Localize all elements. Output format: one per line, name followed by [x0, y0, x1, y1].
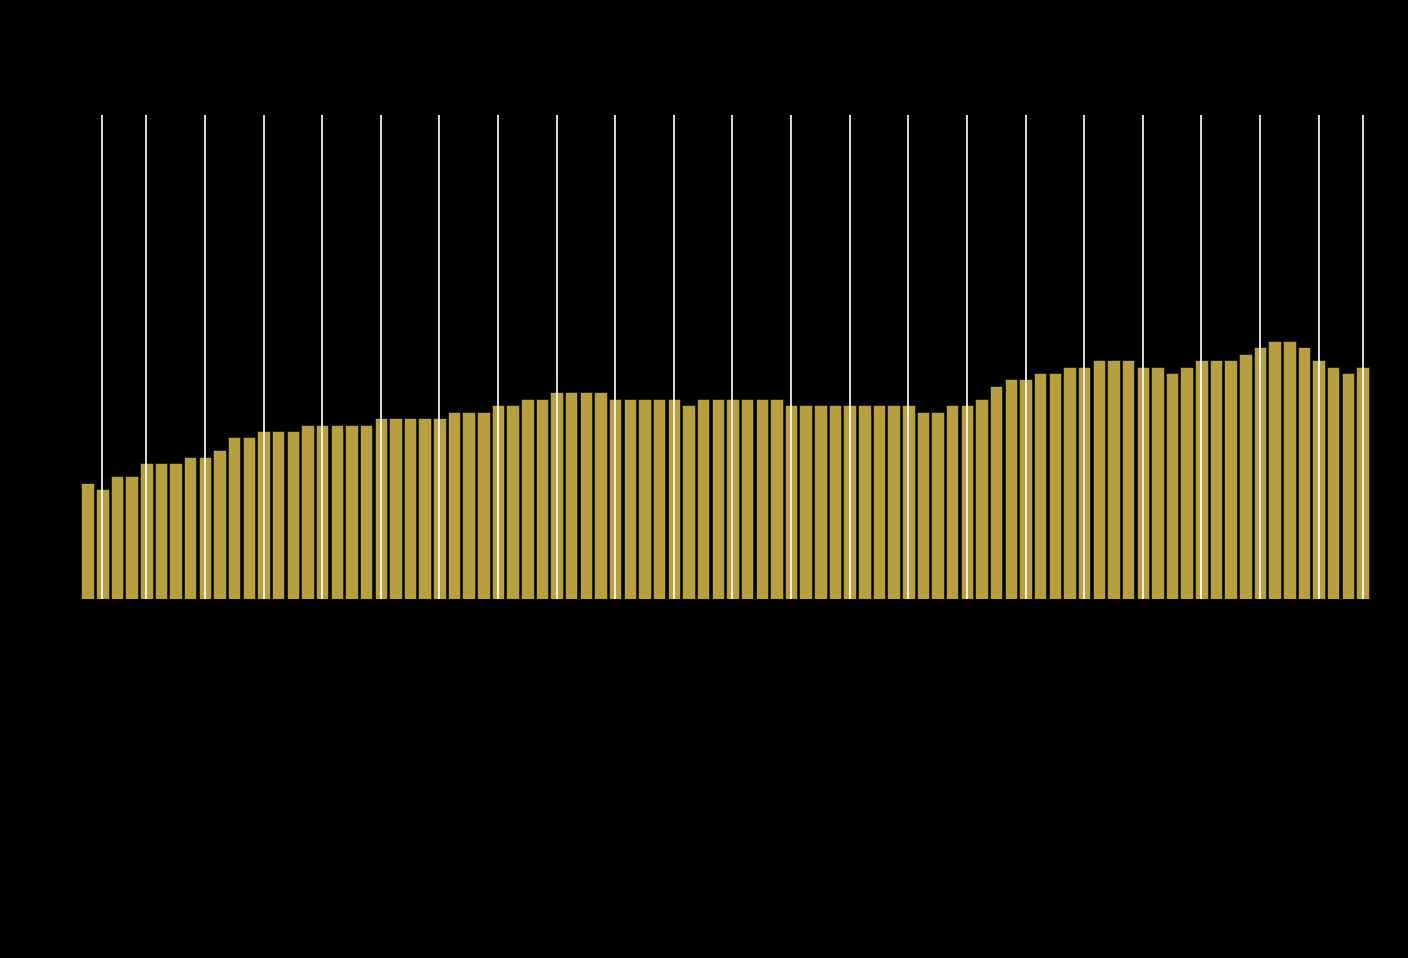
Bar — [111, 476, 124, 599]
Bar — [199, 457, 211, 599]
Bar — [404, 418, 417, 599]
Bar — [139, 464, 152, 599]
Bar — [315, 424, 328, 599]
Bar — [551, 393, 563, 599]
Bar — [1136, 367, 1149, 599]
Bar — [96, 490, 108, 599]
Bar — [843, 405, 856, 599]
Bar — [770, 399, 783, 599]
Bar — [594, 393, 607, 599]
Bar — [857, 405, 870, 599]
Bar — [331, 424, 344, 599]
Bar — [1225, 360, 1236, 599]
Bar — [434, 418, 445, 599]
Bar — [727, 399, 739, 599]
Bar — [184, 457, 197, 599]
Bar — [535, 399, 548, 599]
Bar — [375, 418, 387, 599]
Bar — [521, 399, 534, 599]
Bar — [228, 438, 241, 599]
Bar — [477, 412, 490, 599]
Bar — [1209, 360, 1222, 599]
Bar — [491, 405, 504, 599]
Bar — [448, 412, 460, 599]
Bar — [873, 405, 886, 599]
Bar — [1326, 367, 1339, 599]
Bar — [976, 399, 988, 599]
Bar — [1033, 373, 1046, 599]
Bar — [1079, 367, 1090, 599]
Bar — [741, 399, 753, 599]
Bar — [1093, 360, 1105, 599]
Bar — [931, 412, 943, 599]
Bar — [1005, 379, 1017, 599]
Bar — [683, 405, 694, 599]
Bar — [389, 418, 401, 599]
Bar — [1195, 360, 1208, 599]
Bar — [1063, 367, 1076, 599]
Bar — [756, 399, 767, 599]
Bar — [1019, 379, 1032, 599]
Bar — [1166, 373, 1178, 599]
Bar — [214, 450, 225, 599]
Bar — [800, 405, 812, 599]
Bar — [580, 393, 593, 599]
Bar — [287, 431, 298, 599]
Bar — [1312, 360, 1325, 599]
Bar — [272, 431, 284, 599]
Bar — [1283, 341, 1295, 599]
Bar — [711, 399, 724, 599]
Bar — [242, 438, 255, 599]
Bar — [946, 405, 959, 599]
Bar — [1269, 341, 1281, 599]
Bar — [418, 418, 431, 599]
Bar — [507, 405, 520, 599]
Bar — [565, 393, 577, 599]
Bar — [610, 399, 621, 599]
Bar — [155, 464, 168, 599]
Bar — [638, 399, 650, 599]
Bar — [784, 405, 797, 599]
Bar — [903, 405, 915, 599]
Bar — [1239, 354, 1252, 599]
Bar — [1122, 360, 1135, 599]
Bar — [1298, 347, 1311, 599]
Bar — [814, 405, 826, 599]
Bar — [1180, 367, 1193, 599]
Bar — [345, 424, 358, 599]
Bar — [1049, 373, 1062, 599]
Bar — [258, 431, 270, 599]
Bar — [960, 405, 973, 599]
Bar — [887, 405, 900, 599]
Bar — [1107, 360, 1119, 599]
Bar — [1253, 347, 1266, 599]
Bar — [917, 412, 929, 599]
Bar — [1152, 367, 1163, 599]
Bar — [301, 424, 314, 599]
Bar — [990, 386, 1002, 599]
Bar — [697, 399, 710, 599]
Bar — [125, 476, 138, 599]
Bar — [667, 399, 680, 599]
Bar — [462, 412, 474, 599]
Bar — [82, 483, 94, 599]
Bar — [1356, 367, 1369, 599]
Bar — [360, 424, 372, 599]
Bar — [1342, 373, 1354, 599]
Bar — [653, 399, 666, 599]
Bar — [829, 405, 841, 599]
Bar — [624, 399, 636, 599]
Bar — [169, 464, 182, 599]
